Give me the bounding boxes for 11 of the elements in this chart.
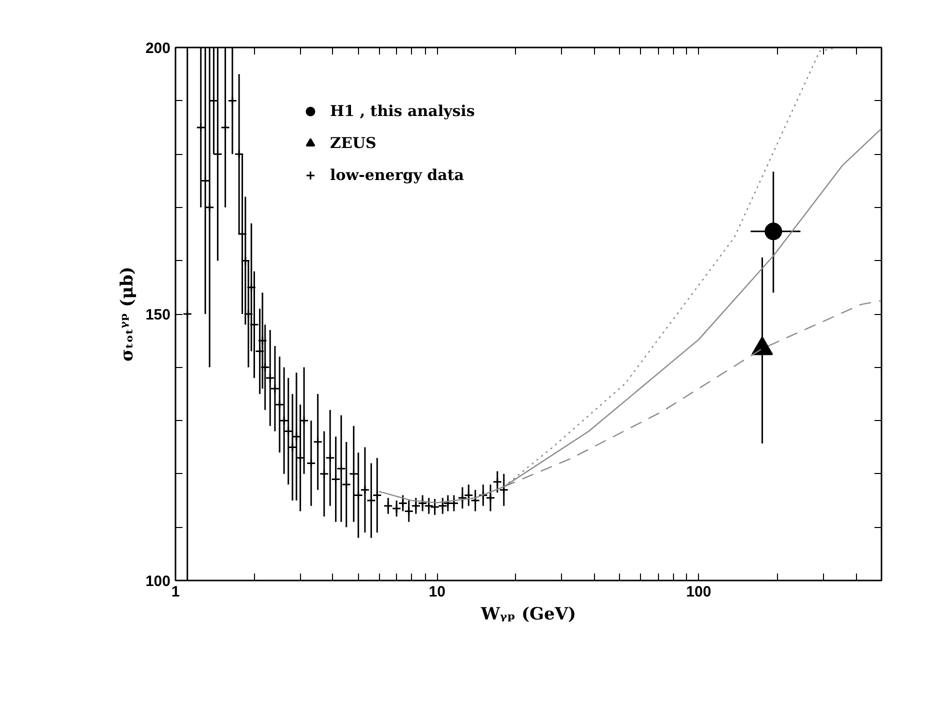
- x-axis-title: Wᵧₚ (GeV): [480, 604, 576, 624]
- legend-label: H1 , this analysis: [330, 102, 475, 120]
- legend-label: ZEUS: [330, 134, 376, 152]
- x-tick-label: 100: [686, 584, 712, 600]
- y-tick-label: 100: [145, 573, 171, 590]
- y-axis-title: σₜₒₜᵞᵖ (μb): [117, 266, 138, 362]
- y-tick-label: 200: [145, 40, 171, 57]
- legend-label: low-energy data: [330, 166, 464, 184]
- x-tick-label: 1: [171, 584, 180, 600]
- x-tick-label: 10: [428, 584, 446, 600]
- y-tick-label: 150: [145, 306, 171, 324]
